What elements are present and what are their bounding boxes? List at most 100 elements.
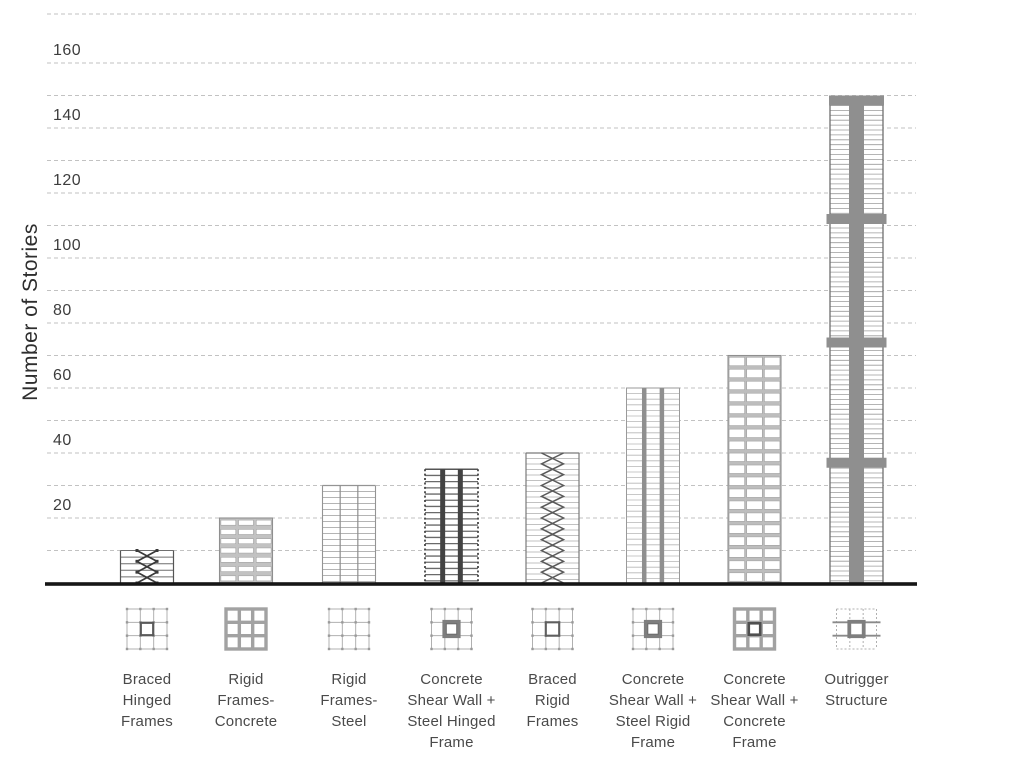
window: [746, 380, 763, 390]
core-square: [442, 619, 461, 639]
window: [746, 357, 763, 366]
window: [238, 519, 254, 526]
grid-node: [341, 621, 344, 624]
roof-cap: [829, 95, 884, 106]
window: [255, 556, 272, 563]
grid-node: [571, 621, 574, 624]
window: [764, 452, 781, 462]
bar-shear-wall-dark-stripes: [424, 468, 479, 583]
grid-node: [354, 647, 357, 651]
grid-node: [367, 647, 371, 651]
outrigger-band: [826, 337, 887, 348]
window: [764, 416, 781, 426]
plan-icon-frame-plan-thick-core: [430, 607, 473, 651]
window: [255, 538, 272, 545]
window: [238, 575, 254, 582]
window: [746, 404, 763, 414]
category-label: Rigid Frames- Steel: [320, 671, 378, 730]
plan-icon-heavy-concrete-plan-core: [732, 607, 777, 651]
grid-node: [658, 607, 661, 611]
window: [238, 556, 254, 563]
window: [255, 529, 272, 535]
shear-wall-stripe: [440, 469, 446, 583]
grid-node: [557, 647, 561, 651]
category-label: Concrete Shear Wall + Steel Hinged Frame: [407, 671, 496, 751]
window: [764, 500, 781, 510]
window: [238, 566, 254, 572]
grid-node: [139, 607, 142, 611]
window: [220, 547, 237, 554]
grid-node: [443, 607, 447, 611]
grid-node: [125, 607, 129, 611]
window: [728, 500, 745, 510]
window: [728, 428, 745, 438]
window: [764, 512, 781, 522]
grid-node: [671, 607, 675, 611]
window: [764, 464, 781, 474]
grid-node: [544, 607, 548, 611]
window: [728, 548, 745, 558]
grid-node: [531, 607, 534, 611]
grid-node: [470, 607, 473, 611]
x-brace: [539, 452, 566, 584]
plan-icon-frame-plan-thick-core: [631, 607, 675, 651]
grid-node: [354, 634, 357, 637]
window: [764, 536, 781, 546]
bar-core-outrigger: [826, 95, 887, 583]
category-label: Concrete Shear Wall + Steel Rigid Frame: [608, 671, 698, 751]
window: [746, 548, 763, 558]
window: [764, 572, 781, 582]
window: [764, 560, 781, 570]
grid-node: [354, 607, 357, 611]
grid-node: [557, 607, 561, 611]
grid-node: [631, 621, 635, 624]
window: [728, 524, 745, 534]
bar-concrete-window-grid: [218, 517, 274, 584]
window: [728, 560, 745, 570]
plan-border: [224, 607, 268, 651]
window: [764, 357, 781, 366]
category-label: Rigid Frames- Concrete: [214, 671, 278, 730]
window: [238, 529, 254, 535]
window: [746, 524, 763, 534]
window: [220, 566, 237, 572]
window: [220, 556, 237, 563]
grid-node: [571, 607, 574, 611]
window: [728, 536, 745, 546]
window: [746, 536, 763, 546]
window: [764, 548, 781, 558]
grid-node: [544, 647, 548, 651]
category-label: Concrete Shear Wall + Concrete Frame: [710, 671, 799, 751]
category-label: Braced Rigid Frames: [526, 671, 579, 730]
y-tick-label: 80: [53, 302, 72, 319]
x-axis-baseline: [45, 582, 917, 586]
shear-wall-stripe: [659, 388, 665, 583]
bar-shear-wall-gray-stripes: [626, 387, 680, 584]
plan-icon-outrigger-plan: [832, 608, 881, 650]
grid-node: [571, 634, 574, 637]
window: [728, 440, 745, 450]
plan-icon-heavy-concrete-plan: [224, 607, 268, 651]
grid-node: [341, 607, 344, 611]
window: [255, 547, 272, 554]
window: [220, 529, 237, 535]
y-tick-label: 40: [53, 432, 72, 449]
window: [728, 476, 745, 486]
bar-diamond-braced: [525, 452, 580, 584]
plan-border: [732, 607, 777, 651]
grid-node: [470, 621, 473, 624]
window: [764, 488, 781, 498]
grid-node: [631, 634, 635, 637]
grid-node: [645, 607, 648, 611]
x-brace: [135, 549, 159, 584]
y-tick-label: 160: [53, 42, 82, 59]
grid-node: [152, 647, 155, 651]
grid-node: [165, 621, 169, 624]
grid-node: [367, 634, 371, 637]
core-square: [139, 621, 155, 637]
window: [764, 404, 781, 414]
window: [746, 416, 763, 426]
core-square: [847, 619, 866, 639]
